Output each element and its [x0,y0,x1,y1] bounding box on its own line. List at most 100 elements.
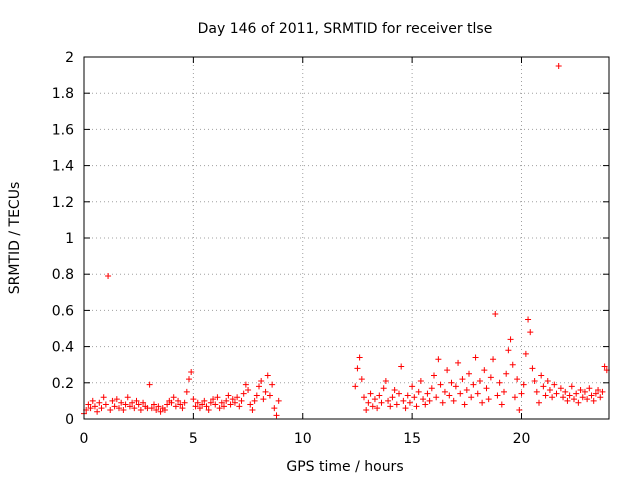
data-point [562,389,568,395]
data-point [543,392,549,398]
data-point [256,383,262,389]
data-point [243,382,249,388]
data-point [424,391,430,397]
data-point [440,400,446,406]
data-point [254,392,260,398]
y-tick-label: 2 [65,50,74,66]
data-point [488,374,494,380]
data-point [464,387,470,393]
data-point [96,400,102,406]
data-point [414,403,420,409]
x-tick-label: 5 [189,431,198,447]
data-point [484,385,490,391]
data-point [405,392,411,398]
x-axis-label: GPS time / hours [286,459,403,475]
data-point [477,378,483,384]
data-point [453,383,459,389]
data-point [556,63,562,69]
data-point [451,398,457,404]
data-point [368,391,374,397]
data-point [103,402,109,408]
data-point [354,365,360,371]
data-point [269,382,275,388]
data-point [138,407,144,413]
data-point [258,378,264,384]
data-point [560,394,566,400]
data-point [516,407,522,413]
data-point [547,387,553,393]
data-point [512,394,518,400]
data-point [90,398,96,404]
data-point [490,356,496,362]
data-point [267,392,273,398]
data-point [486,396,492,402]
data-point [427,398,433,404]
y-tick-label: 1.6 [52,122,74,138]
data-point [418,378,424,384]
data-point [372,396,378,402]
data-point [455,360,461,366]
data-point [99,405,105,411]
y-tick-label: 0.2 [52,376,74,392]
data-point [105,273,111,279]
data-point [508,336,514,342]
data-point [514,376,520,382]
data-point [538,373,544,379]
data-point [357,354,363,360]
data-point [394,402,400,408]
y-tick-label: 1 [65,231,74,247]
data-point [523,351,529,357]
data-point [398,364,404,370]
x-tick-label: 20 [513,431,531,447]
data-point [466,371,472,377]
data-point [457,391,463,397]
data-point [573,391,579,397]
data-point [446,392,452,398]
data-point [497,380,503,386]
data-point [411,394,417,400]
data-point [501,389,507,395]
data-point [101,394,107,400]
data-point [558,385,564,391]
data-point [444,367,450,373]
data-point [407,400,413,406]
data-point [241,391,247,397]
axis-ticks [84,57,609,419]
data-point [470,382,476,388]
data-point [379,400,385,406]
plot-frame [84,57,609,419]
y-tick-label: 0.4 [52,340,74,356]
y-tick-label: 1.8 [52,86,74,102]
data-point [503,371,509,377]
data-point [473,354,479,360]
data-point [459,376,465,382]
data-point [359,376,365,382]
data-point [265,373,271,379]
data-point [389,394,395,400]
data-point [416,389,422,395]
data-point [403,405,409,411]
x-tick-label: 0 [80,431,89,447]
data-point [190,396,196,402]
data-point [147,382,153,388]
data-point [586,385,592,391]
data-point [438,382,444,388]
data-points [81,63,610,418]
data-point [540,383,546,389]
data-point [245,387,251,393]
data-point [365,400,371,406]
grid-lines [84,57,609,419]
data-point [260,396,266,402]
data-point [536,400,542,406]
data-point [263,389,269,395]
data-point [387,403,393,409]
data-point [420,396,426,402]
data-point [549,394,555,400]
chart-title: Day 146 of 2011, SRMTID for receiver tls… [198,21,493,37]
y-tick-label: 0.8 [52,267,74,283]
data-point [521,382,527,388]
data-point [525,316,531,322]
data-point [249,407,255,413]
data-point [352,383,358,389]
